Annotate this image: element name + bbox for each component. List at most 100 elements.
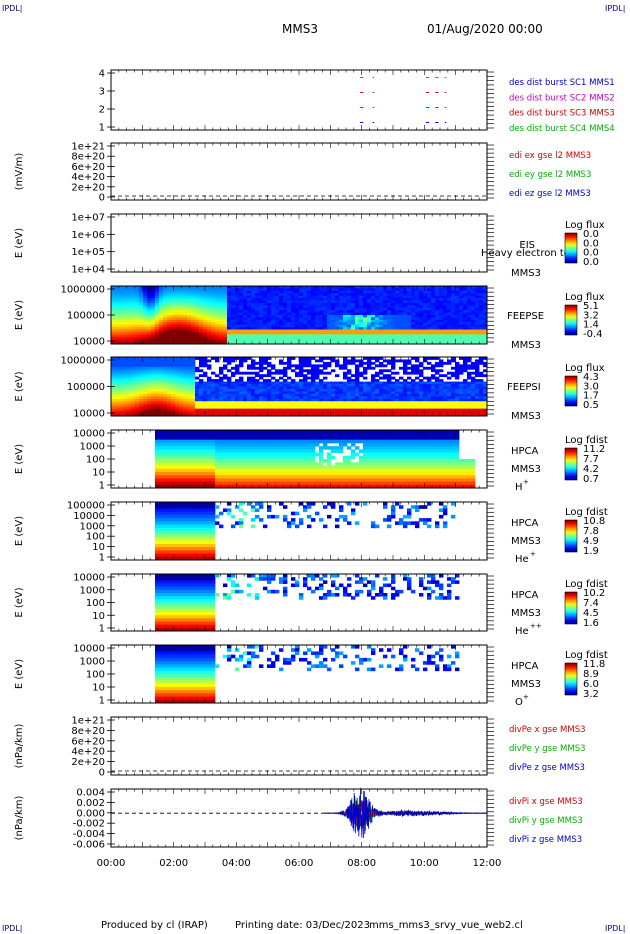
- spectrogram-cell: [367, 317, 372, 321]
- spectrogram-cell: [359, 381, 364, 385]
- spectrogram-cell: [315, 317, 320, 321]
- spectrogram-cell: [127, 364, 132, 368]
- spectrogram-cell: [167, 401, 172, 405]
- spectrogram-cell: [119, 384, 124, 387]
- spectrogram-cell: [327, 388, 332, 392]
- spectrogram-cell: [247, 295, 252, 299]
- spectrogram-cell: [351, 334, 356, 338]
- spectrogram-cell: [223, 305, 228, 309]
- spectrogram-cell: [339, 391, 344, 395]
- spectrogram-cell: [375, 293, 380, 297]
- spectrogram-cell: [135, 364, 140, 368]
- spectrogram-cell: [407, 336, 412, 340]
- spectrogram-cell: [379, 312, 384, 316]
- spectrogram-cell: [375, 371, 380, 375]
- spectrogram-cell: [387, 312, 392, 316]
- spectrogram-cell: [411, 327, 416, 330]
- spectrogram-cell: [463, 398, 468, 402]
- spectrogram-cell: [127, 391, 132, 395]
- spectrogram-cell: [315, 324, 320, 328]
- spectrogram-cell: [423, 322, 428, 326]
- spectrogram-cell: [423, 406, 428, 410]
- spectrogram-cell: [167, 376, 172, 380]
- spectrogram-cell: [439, 329, 444, 333]
- spectrogram-cell: [479, 317, 484, 321]
- spectrogram-cell: [323, 322, 328, 326]
- spectrogram-cell: [147, 331, 152, 335]
- spectrogram-cell: [363, 298, 368, 301]
- spectrogram-cell: [159, 295, 164, 299]
- spectrogram-cell: [111, 310, 116, 313]
- spectrogram-cell: [391, 388, 396, 392]
- spectrogram-cell: [319, 312, 324, 316]
- spectrogram-cell: [111, 336, 116, 340]
- spectrogram-cell: [171, 449, 176, 453]
- spectrogram-cell: [439, 300, 444, 304]
- spectrogram-cell: [479, 398, 484, 402]
- spectrogram-cell: [227, 339, 232, 342]
- spectrogram-cell: [259, 357, 264, 360]
- spectrogram-cell: [355, 388, 360, 392]
- spectrogram-cell: [119, 293, 124, 297]
- spectrogram-cell: [387, 341, 392, 345]
- spectrogram-cell: [451, 286, 456, 289]
- spectrogram-cell: [203, 315, 208, 318]
- spectrogram-cell: [171, 398, 176, 402]
- spectrogram-cell: [435, 327, 440, 330]
- spectrogram-cell: [467, 396, 472, 400]
- spectrogram-cell: [239, 403, 244, 407]
- spectrogram-cell: [247, 364, 252, 368]
- spectrogram-cell: [235, 371, 240, 375]
- spectrogram-cell: [375, 386, 380, 390]
- spectrogram-cell: [283, 327, 288, 330]
- spectrogram-cell: [195, 369, 200, 373]
- spectrogram-cell: [435, 290, 440, 294]
- spectrogram-cell: [163, 459, 168, 463]
- spectrogram-cell: [151, 288, 156, 292]
- spectrogram-cell: [443, 381, 448, 385]
- spectrogram-cell: [479, 310, 484, 313]
- spectrogram-cell: [319, 391, 324, 395]
- spectrogram-cell: [211, 408, 216, 412]
- y-tick-label: 2e+20: [71, 182, 105, 193]
- spectrogram-cell: [279, 339, 284, 342]
- spectrogram-cell: [463, 403, 468, 407]
- spectrogram-cell: [323, 307, 328, 311]
- spectrogram-cell: [399, 336, 404, 340]
- spectrogram-cell: [155, 312, 160, 316]
- spectrogram-cell: [463, 384, 468, 387]
- spectrogram-cell: [215, 413, 220, 417]
- spectrogram-cell: [119, 406, 124, 410]
- spectrogram-cell: [299, 305, 304, 309]
- spectrogram-cell: [175, 436, 180, 441]
- spectrogram-cell: [399, 290, 404, 294]
- spectrogram-cell: [447, 312, 452, 316]
- spectrogram-cell: [235, 329, 240, 333]
- spectrogram-cell: [271, 386, 276, 390]
- spectrogram-cell: [175, 361, 180, 365]
- spectrogram-cell: [167, 442, 172, 447]
- spectrogram-cell: [411, 322, 416, 326]
- spectrogram-cell: [379, 286, 384, 289]
- spectrogram-cell: [483, 384, 488, 387]
- spectrogram-cell: [147, 290, 152, 294]
- spectrogram-cell: [219, 319, 224, 323]
- spectrogram-cell: [135, 369, 140, 373]
- spectrogram-cell: [403, 388, 408, 392]
- spectrogram-cell: [187, 331, 192, 335]
- spectrogram-cell: [371, 331, 376, 335]
- spectrogram-cell: [211, 371, 216, 375]
- spectrogram-cell: [403, 408, 408, 412]
- spectrogram-cell: [131, 288, 136, 292]
- spectrogram-cell: [187, 305, 192, 309]
- spectrogram-cell: [263, 315, 268, 318]
- spectrogram-cell: [375, 391, 380, 395]
- spectrogram-cell: [343, 374, 348, 378]
- spectrogram-cell: [303, 319, 308, 323]
- spectrogram-cell: [271, 329, 276, 333]
- spectrogram-cell: [479, 386, 484, 390]
- spectrogram-cell: [147, 302, 152, 306]
- spectrogram-cell: [319, 369, 324, 373]
- spectrogram-cell: [215, 396, 220, 400]
- spectrogram-cell: [179, 384, 184, 387]
